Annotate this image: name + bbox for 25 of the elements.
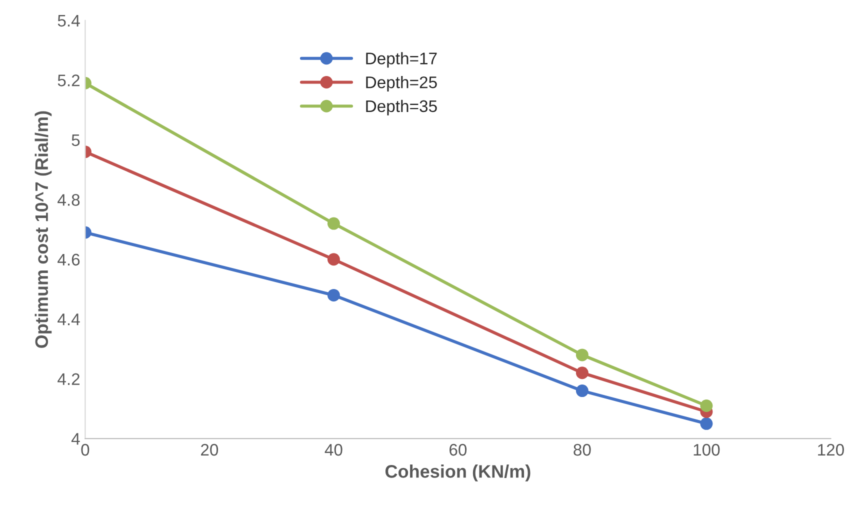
legend-label: Depth=17	[366, 52, 437, 68]
y-tick-label: 5.2	[58, 74, 80, 86]
x-tick-label: 0	[81, 444, 90, 456]
y-tick-label: 4.4	[58, 314, 80, 326]
y-tick-label: 4.6	[58, 254, 80, 266]
point	[700, 417, 713, 430]
x-tick-label: 20	[201, 444, 218, 456]
point	[576, 366, 588, 380]
x-axis-title: Cohesion (KN/m)	[385, 464, 530, 482]
x-tick-label: 80	[574, 444, 591, 456]
legend-label: Depth=25	[366, 76, 437, 92]
y-tick-label: 4.2	[58, 373, 80, 385]
x-tick-label: 60	[450, 444, 467, 456]
y-axis-title: Optimum cost 10^7 (Rial/m)	[34, 111, 52, 348]
point	[576, 348, 588, 362]
y-tick-label: 4	[71, 433, 80, 445]
y-tick-label: 5	[72, 134, 80, 146]
point	[700, 399, 713, 412]
x-tick-label: 120	[818, 444, 844, 456]
y-tick-label: 4.8	[58, 194, 80, 206]
x-tick-label: 40	[324, 444, 342, 456]
legend-label: Depth=35	[366, 100, 437, 116]
y-tick-label: 5.4	[58, 14, 80, 27]
point	[576, 384, 588, 398]
x-tick-label: 100	[694, 444, 720, 456]
